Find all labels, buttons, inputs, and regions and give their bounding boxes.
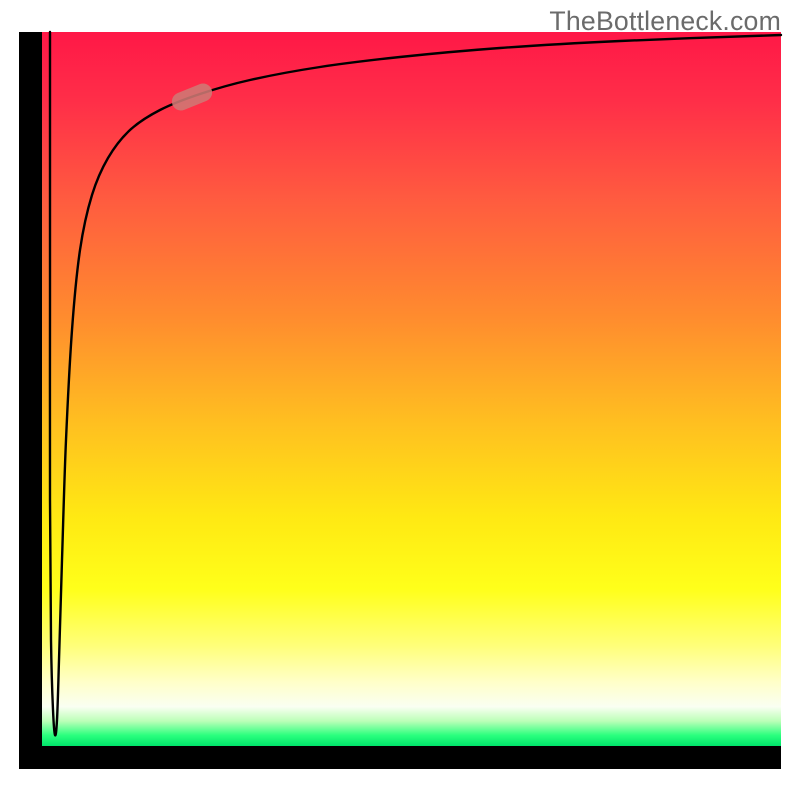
bottleneck-curve — [0, 0, 800, 800]
watermark-text: TheBottleneck.com — [549, 6, 781, 37]
stage: TheBottleneck.com — [0, 0, 800, 800]
